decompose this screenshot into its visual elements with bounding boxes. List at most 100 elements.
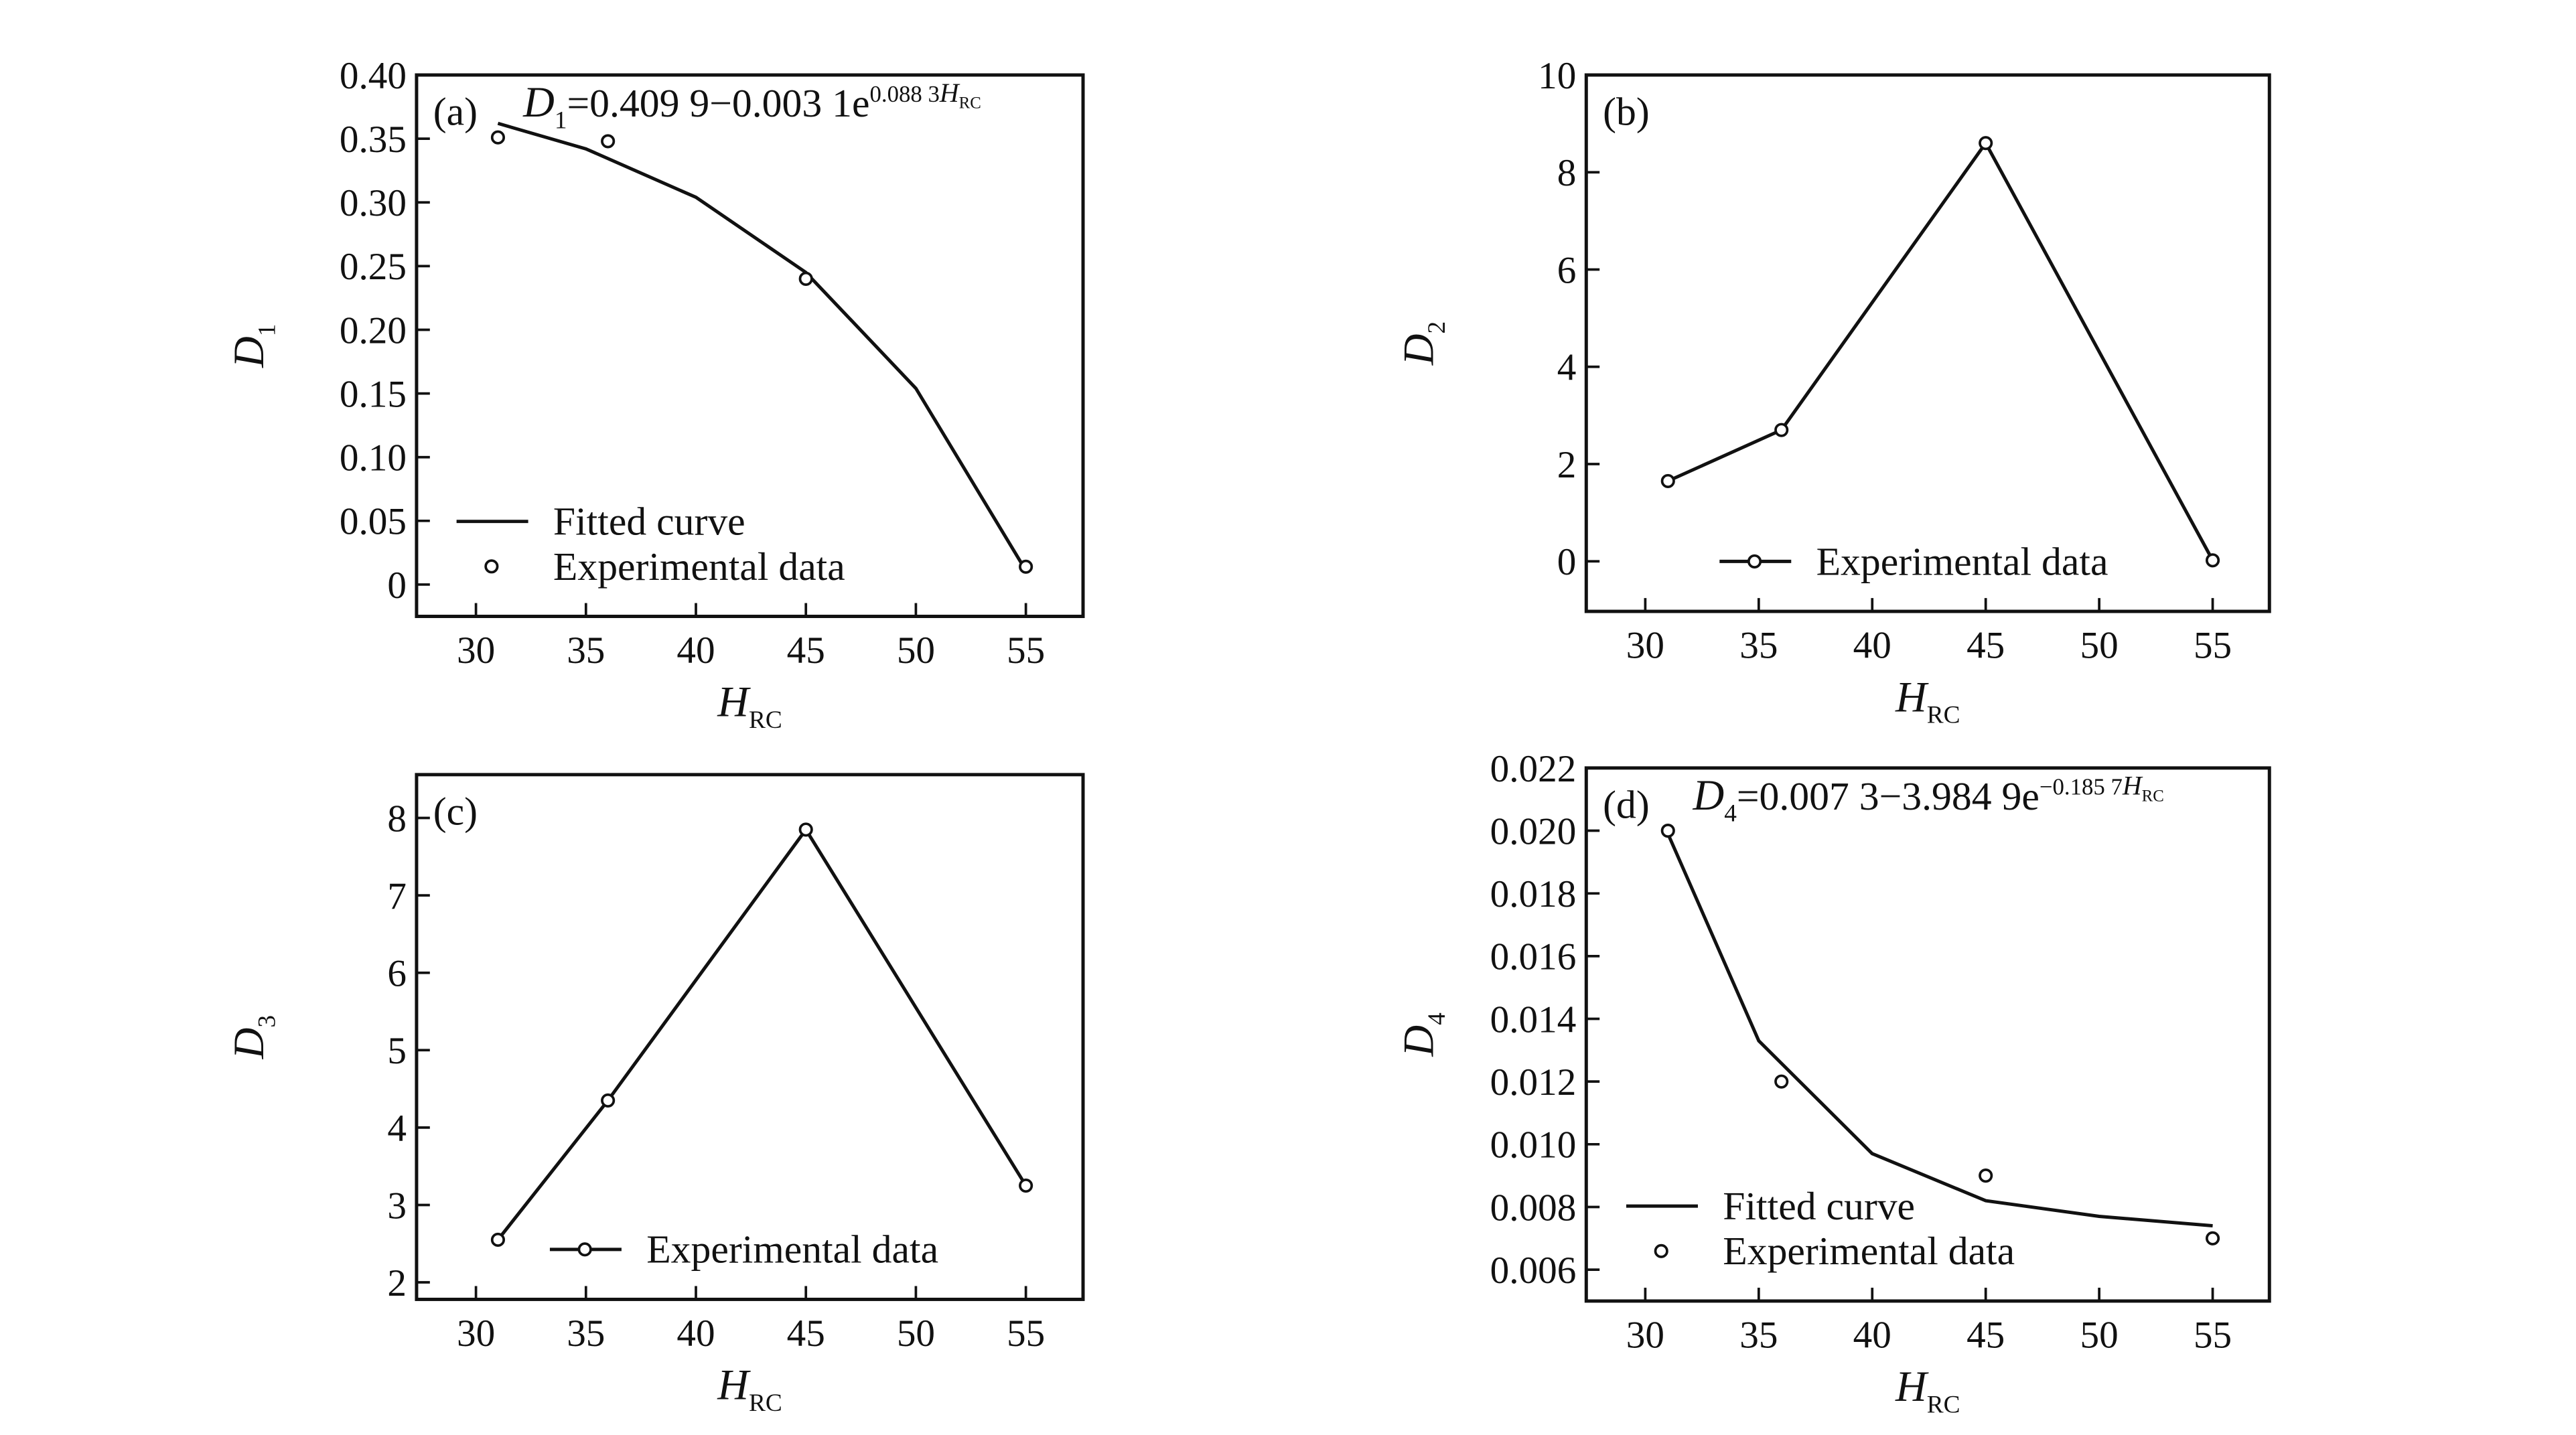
x-tick-label: 30 (1626, 1314, 1664, 1357)
x-tick-label: 30 (457, 1312, 495, 1355)
plot-frame (1584, 73, 2271, 613)
x-axis-label-part: RC (1927, 1391, 1960, 1419)
x-tick-label: 45 (1966, 1314, 2005, 1357)
plot-frame (415, 773, 1085, 1301)
y-tick-label: 8 (387, 798, 407, 840)
y-tick-label: 8 (1557, 152, 1577, 194)
data-point (2205, 1231, 2220, 1245)
y-tick-label: 7 (387, 875, 407, 917)
data-point (1774, 423, 1789, 437)
x-tick-label: 35 (1739, 625, 1778, 667)
x-axis-label: HRC (717, 1361, 782, 1417)
x-tick-label: 55 (1007, 1312, 1045, 1355)
y-axis-label-part: 2 (1423, 321, 1451, 334)
x-tick-label: 40 (1853, 1314, 1891, 1357)
x-tick-label: 45 (787, 1312, 825, 1355)
legend-marker (577, 1242, 592, 1257)
equation-part: 4 (1724, 800, 1737, 827)
data-point (1019, 1178, 1033, 1193)
equation-part: H (939, 78, 960, 108)
equation-part: RC (2142, 787, 2164, 806)
x-tick-label: 50 (2080, 625, 2119, 667)
equation-part: =0.007 3−3.984 9e (1737, 774, 2040, 818)
data-point (601, 1093, 616, 1108)
legend-label: Fitted curve (1723, 1184, 1915, 1228)
y-tick-label: 0.018 (1490, 873, 1577, 915)
y-tick-label: 0.008 (1490, 1187, 1577, 1229)
x-axis-label-part: RC (749, 1389, 782, 1417)
y-tick-label: 6 (1557, 249, 1577, 291)
y-tick-label: 0 (387, 564, 407, 607)
data-point (1774, 1074, 1789, 1089)
data-point (2205, 553, 2220, 568)
x-tick-label: 40 (676, 629, 715, 672)
x-tick-label: 30 (457, 629, 495, 672)
x-tick-label: 45 (1966, 625, 2005, 667)
y-tick-label: 0.010 (1490, 1124, 1577, 1166)
x-axis-label: HRC (1895, 1362, 1960, 1418)
x-tick-label: 35 (567, 1312, 605, 1355)
y-tick-label: 10 (1538, 55, 1576, 97)
series-line (496, 826, 1027, 1241)
legend-label: Experimental data (553, 544, 845, 589)
series-line (1666, 833, 2213, 1228)
legend-label: Experimental data (1723, 1229, 2015, 1273)
data-point (1979, 1168, 1993, 1183)
data-point (1019, 559, 1033, 574)
x-tick-label: 55 (2194, 1314, 2232, 1357)
legend-marker (484, 559, 499, 574)
x-axis-label-part: H (717, 1361, 751, 1409)
y-tick-label: 0.012 (1490, 1061, 1577, 1104)
y-tick-label: 0.05 (340, 501, 407, 543)
x-axis-label-part: H (717, 678, 751, 726)
y-tick-label: 0.014 (1490, 998, 1577, 1041)
x-axis-label: HRC (1895, 672, 1960, 729)
y-tick-label: 2 (387, 1262, 407, 1304)
data-point (490, 130, 506, 145)
x-tick-label: 50 (2080, 1314, 2119, 1357)
y-tick-label: 0.15 (340, 373, 407, 415)
legend-label: Experimental data (646, 1227, 938, 1272)
x-tick-label: 40 (676, 1312, 715, 1355)
y-axis-label: D2 (1394, 321, 1450, 366)
x-tick-label: 35 (567, 629, 605, 672)
y-axis-label-part: 4 (1423, 1012, 1451, 1025)
y-tick-label: 0.006 (1490, 1250, 1577, 1292)
legend-marker (1654, 1243, 1668, 1258)
y-tick-label: 4 (387, 1108, 407, 1150)
y-tick-label: 4 (1557, 347, 1577, 389)
equation-part: D (522, 78, 555, 126)
y-axis-label-part: D (1394, 333, 1442, 366)
panel-label: (b) (1603, 90, 1650, 134)
x-axis-label-part: RC (1927, 702, 1960, 729)
data-point (798, 271, 813, 286)
y-tick-label: 0.25 (340, 246, 407, 288)
x-tick-label: 55 (1007, 629, 1045, 672)
y-tick-label: 5 (387, 1030, 407, 1072)
x-tick-label: 55 (2194, 625, 2232, 667)
y-tick-label: 0 (1557, 541, 1577, 583)
panel-label: (a) (433, 90, 478, 134)
y-tick-label: 0.10 (340, 437, 407, 479)
data-point (601, 134, 616, 149)
x-axis-label-part: H (1895, 1362, 1929, 1410)
x-axis-label: HRC (717, 678, 782, 734)
equation-part: D (1693, 771, 1725, 819)
equation-part: =0.409 9−0.003 1e (567, 81, 870, 125)
series-line (1667, 139, 2214, 561)
x-tick-label: 50 (897, 629, 935, 672)
panel-label: (c) (433, 789, 478, 833)
data-point (1660, 823, 1675, 838)
x-tick-label: 30 (1626, 625, 1664, 667)
data-point (490, 1232, 506, 1248)
y-axis-label-part: D (224, 336, 273, 368)
equation: D4=0.007 3−3.984 9e−0.185 7HRC (1693, 771, 2164, 827)
panel-label: (d) (1603, 783, 1650, 827)
x-tick-label: 45 (787, 629, 825, 672)
series-line (497, 121, 1027, 572)
y-tick-label: 0.20 (340, 309, 407, 352)
y-axis-label: D4 (1394, 1012, 1450, 1057)
y-tick-label: 0.40 (340, 55, 407, 97)
legend-marker (1747, 554, 1762, 569)
